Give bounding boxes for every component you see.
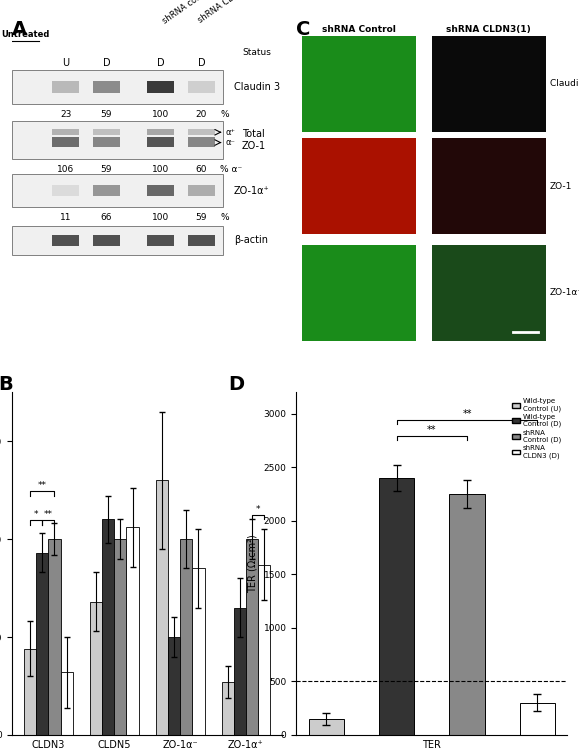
- Text: D: D: [157, 58, 164, 68]
- Text: 100: 100: [152, 110, 169, 119]
- Text: 59: 59: [101, 165, 112, 174]
- Text: shRNA Control: shRNA Control: [322, 25, 395, 34]
- Text: D: D: [197, 58, 205, 68]
- Text: α⁻: α⁻: [226, 138, 236, 147]
- Text: **: **: [462, 409, 472, 419]
- Bar: [258, 565, 270, 735]
- Bar: [147, 236, 174, 245]
- Bar: [147, 129, 174, 135]
- Bar: [222, 682, 234, 735]
- Text: %: %: [221, 213, 229, 222]
- Bar: [432, 244, 546, 340]
- Bar: [24, 649, 36, 735]
- Text: Claudin 3: Claudin 3: [234, 82, 280, 92]
- Text: Status: Status: [242, 48, 271, 57]
- Bar: [188, 185, 215, 196]
- Text: D: D: [102, 58, 110, 68]
- Bar: [52, 236, 79, 245]
- Text: *: *: [256, 505, 261, 514]
- Bar: [432, 35, 546, 131]
- Bar: [52, 81, 79, 93]
- Text: α⁺: α⁺: [226, 128, 236, 136]
- Bar: [188, 236, 215, 245]
- Bar: [93, 81, 120, 93]
- Bar: [12, 175, 223, 207]
- Text: shRNA CLDN3(1): shRNA CLDN3(1): [196, 0, 259, 26]
- Bar: [12, 122, 223, 159]
- Text: 60: 60: [196, 165, 207, 174]
- Bar: [52, 129, 79, 135]
- Text: % α⁻: % α⁻: [221, 165, 243, 174]
- Bar: [126, 527, 138, 735]
- Text: ZO-1α⁺: ZO-1α⁺: [234, 186, 270, 196]
- Text: Total
ZO-1: Total ZO-1: [242, 129, 266, 151]
- Text: shRNA control: shRNA control: [161, 0, 215, 26]
- Text: D: D: [229, 375, 244, 394]
- Bar: [12, 226, 223, 255]
- Bar: [102, 520, 114, 735]
- Bar: [379, 478, 414, 735]
- Bar: [36, 553, 49, 735]
- Text: *: *: [34, 511, 38, 520]
- Text: 20: 20: [196, 110, 207, 119]
- Bar: [520, 703, 555, 735]
- Bar: [93, 236, 120, 245]
- Bar: [90, 602, 102, 735]
- Text: **: **: [38, 481, 47, 490]
- Bar: [147, 185, 174, 196]
- Bar: [302, 139, 416, 235]
- Bar: [49, 539, 61, 735]
- Text: C: C: [296, 20, 311, 39]
- Text: 23: 23: [60, 110, 71, 119]
- Bar: [156, 480, 168, 735]
- Text: 100: 100: [152, 213, 169, 222]
- Bar: [188, 137, 215, 147]
- Bar: [180, 539, 192, 735]
- Bar: [93, 129, 120, 135]
- Text: %: %: [221, 110, 229, 119]
- Text: 59: 59: [196, 213, 207, 222]
- Text: **: **: [44, 511, 53, 520]
- Bar: [12, 70, 223, 104]
- Bar: [147, 81, 174, 93]
- Bar: [114, 539, 126, 735]
- Text: **: **: [427, 425, 437, 435]
- Text: U: U: [63, 58, 69, 68]
- Bar: [52, 185, 79, 196]
- Text: Claudin 3: Claudin 3: [550, 79, 579, 88]
- Bar: [93, 137, 120, 147]
- Text: ZO-1: ZO-1: [550, 182, 572, 191]
- Bar: [309, 719, 344, 735]
- Bar: [188, 81, 215, 93]
- Text: β-actin: β-actin: [234, 236, 268, 245]
- Text: Untreated: Untreated: [1, 30, 49, 39]
- Bar: [302, 35, 416, 131]
- Text: 106: 106: [57, 165, 75, 174]
- Text: B: B: [0, 375, 13, 394]
- Text: 59: 59: [101, 110, 112, 119]
- Y-axis label: TER (Ω.cm²): TER (Ω.cm²): [248, 534, 258, 593]
- Text: 100: 100: [152, 165, 169, 174]
- Bar: [192, 568, 204, 735]
- Text: 66: 66: [101, 213, 112, 222]
- Bar: [61, 672, 73, 735]
- Bar: [168, 637, 180, 735]
- Bar: [147, 137, 174, 147]
- Text: A: A: [12, 20, 27, 39]
- Legend: Wild-type
Control (U), Wild-type
Control (D), shRNA
Control (D), shRNA
CLDN3 (D): Wild-type Control (U), Wild-type Control…: [509, 395, 564, 461]
- Bar: [93, 185, 120, 196]
- Bar: [449, 494, 485, 735]
- Text: 11: 11: [60, 213, 72, 222]
- Bar: [246, 539, 258, 735]
- Bar: [432, 139, 546, 235]
- Bar: [234, 608, 246, 735]
- Text: shRNA CLDN3(1): shRNA CLDN3(1): [446, 25, 531, 34]
- Bar: [302, 244, 416, 340]
- Text: ZO-1α⁺: ZO-1α⁺: [550, 288, 579, 297]
- Bar: [188, 129, 215, 135]
- Bar: [52, 137, 79, 147]
